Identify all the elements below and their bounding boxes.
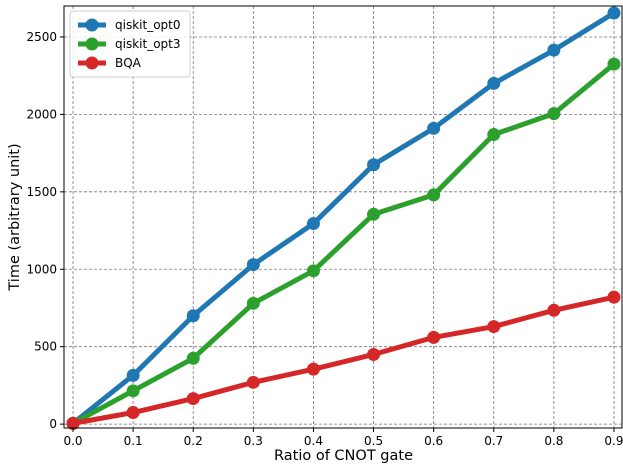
data-point	[547, 303, 561, 317]
series-qiskit_opt3	[66, 57, 621, 430]
series-BQA	[66, 290, 621, 430]
y-tick-label: 2500	[26, 30, 57, 44]
legend-marker	[85, 56, 99, 70]
data-point	[487, 128, 501, 142]
legend-item: BQA	[78, 56, 142, 70]
plot-frame	[63, 5, 623, 429]
legend-label: qiskit_opt0	[115, 18, 181, 32]
x-tick-label: 0.0	[63, 434, 82, 448]
data-point	[186, 392, 200, 406]
legend-marker	[85, 37, 99, 51]
data-point	[607, 290, 621, 304]
legend-label: BQA	[115, 56, 142, 70]
y-axis: 0 500 1000 1500 2000 2500	[26, 30, 64, 431]
data-point	[126, 406, 140, 420]
y-axis-label: Time (arbitrary unit)	[7, 143, 23, 291]
series-line-qiskit_opt3	[71, 62, 616, 426]
data-point	[367, 347, 381, 361]
data-point	[306, 217, 320, 231]
data-point	[427, 188, 441, 202]
y-tick-label: 1500	[26, 185, 57, 199]
x-tick-label: 0.5	[364, 434, 383, 448]
x-tick-label: 0.8	[544, 434, 563, 448]
x-tick-label: 0.2	[184, 434, 203, 448]
data-point	[126, 368, 140, 382]
data-point	[126, 384, 140, 398]
y-tick-label: 1000	[26, 262, 57, 276]
legend-label: qiskit_opt3	[115, 37, 181, 51]
data-point	[367, 207, 381, 221]
data-point	[367, 158, 381, 172]
x-axis: 0.0 0.1 0.2 0.3 0.4 0.5 0.6 0.7 0.8 0.9	[63, 428, 623, 448]
data-point	[66, 416, 80, 430]
data-point	[246, 258, 260, 272]
data-point	[186, 309, 200, 323]
legend-item: qiskit_opt3	[78, 37, 181, 51]
y-tick-label: 500	[34, 340, 57, 354]
series-line-qiskit_opt0	[71, 10, 616, 426]
x-tick-label: 0.4	[304, 434, 323, 448]
series-layer	[66, 6, 621, 430]
data-point	[186, 351, 200, 365]
data-point	[427, 121, 441, 135]
legend-item: qiskit_opt0	[78, 18, 181, 32]
data-point	[306, 362, 320, 376]
x-tick-label: 0.6	[424, 434, 443, 448]
data-point	[306, 264, 320, 278]
series-line-BQA	[72, 294, 615, 426]
y-tick-label: 0	[49, 417, 57, 431]
x-tick-label: 0.9	[604, 434, 623, 448]
data-point	[487, 320, 501, 334]
x-axis-label: Ratio of CNOT gate	[274, 448, 413, 464]
data-point	[547, 107, 561, 121]
data-point	[246, 296, 260, 310]
legend: qiskit_opt0 qiskit_opt3 BQA	[69, 10, 191, 78]
data-point	[607, 57, 621, 71]
data-point	[487, 76, 501, 90]
x-tick-label: 0.7	[484, 434, 503, 448]
data-point	[607, 6, 621, 20]
data-point	[547, 43, 561, 57]
data-point	[246, 375, 260, 389]
x-tick-label: 0.3	[244, 434, 263, 448]
x-tick-label: 0.1	[124, 434, 143, 448]
data-point	[427, 330, 441, 344]
y-tick-label: 2000	[26, 107, 57, 121]
legend-marker	[85, 18, 99, 32]
